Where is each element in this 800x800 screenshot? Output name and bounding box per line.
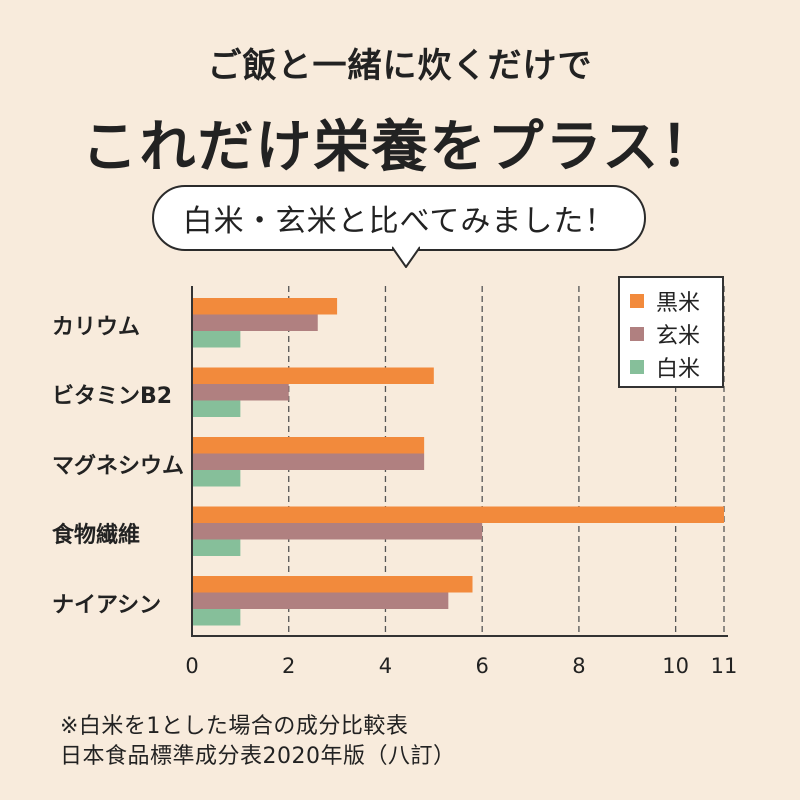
legend-label-black-rice: 黒米 (656, 290, 701, 316)
legend-label-brown-rice: 玄米 (656, 323, 701, 349)
bar-0-1 (192, 314, 318, 331)
bar-3-2 (192, 539, 241, 556)
legend-item-white-rice: 白米 (630, 350, 712, 383)
legend-swatch-white-rice (630, 359, 644, 374)
bar-2-1 (192, 453, 425, 470)
page-title: これだけ栄養をプラス！ (81, 115, 719, 180)
bar-3-1 (192, 523, 483, 540)
footnote: ※白米を1とした場合の成分比較表 (60, 714, 409, 739)
bar-4-1 (192, 592, 449, 609)
legend-swatch-brown-rice (630, 326, 644, 341)
bar-0-0 (192, 298, 338, 315)
bar-1-2 (192, 400, 241, 417)
bar-1-0 (192, 367, 434, 384)
x-tick-label-6: 11 (711, 654, 738, 678)
bar-2-2 (192, 470, 241, 487)
x-tick-label-1: 2 (282, 654, 295, 678)
category-label-4: ナイアシン (52, 592, 162, 618)
bar-3-0 (192, 506, 724, 523)
bar-0-2 (192, 331, 241, 348)
subtitle: ご飯と一緒に炊くだけで (207, 46, 593, 86)
legend-swatch-black-rice (630, 293, 644, 308)
category-label-0: カリウム (52, 314, 141, 340)
chart-legend: 黒米 玄米 白米 (618, 276, 724, 388)
category-label-3: 食物繊維 (52, 523, 141, 549)
legend-item-black-rice: 黒米 (630, 284, 712, 317)
category-label-2: マグネシウム (52, 453, 185, 479)
category-label-1: ビタミンB2 (52, 384, 173, 410)
x-tick-label-3: 6 (475, 654, 488, 678)
x-tick-label-5: 10 (662, 654, 689, 678)
bar-4-2 (192, 609, 241, 626)
x-tick-label-0: 0 (185, 654, 198, 678)
bar-2-0 (192, 437, 425, 454)
x-tick-label-4: 8 (572, 654, 585, 678)
speech-bubble-text: 白米・玄米と比べてみました！ (182, 204, 616, 239)
x-tick-label-2: 4 (379, 654, 392, 678)
speech-bubble-tail (392, 246, 420, 268)
legend-item-brown-rice: 玄米 (630, 317, 712, 350)
bar-4-0 (192, 576, 473, 593)
bar-1-1 (192, 384, 289, 401)
legend-label-white-rice: 白米 (656, 356, 701, 382)
source-note: 日本食品標準成分表2020年版（八訂） (60, 744, 456, 769)
